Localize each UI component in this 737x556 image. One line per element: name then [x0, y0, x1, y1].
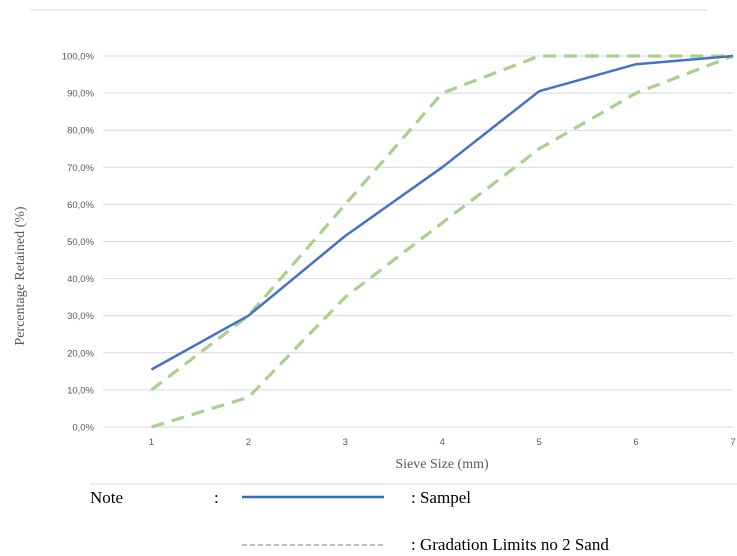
x-tick-label: 1	[149, 437, 154, 448]
x-tick-labels: 1 2 3 4 5 6 7	[149, 437, 736, 448]
x-axis-title: Sieve Size (mm)	[395, 457, 489, 472]
note-label: Note	[90, 488, 124, 507]
x-tick-label: 5	[537, 437, 542, 448]
x-tick-label: 6	[633, 437, 638, 448]
y-tick-label: 30,0%	[67, 311, 94, 322]
series-line-limit-1	[150, 54, 733, 392]
x-tick-label: 2	[246, 437, 251, 448]
legend-line-gradation-limits	[242, 544, 384, 546]
x-tick-label: 7	[730, 437, 735, 448]
gridlines	[103, 55, 733, 428]
y-tick-labels: 0,0% 10,0% 20,0% 30,0% 40,0% 50,0% 60,0% 70,0% 8…	[62, 52, 95, 434]
y-axis-title: Percentage Retained (%)	[13, 206, 28, 345]
note-colon: :	[214, 488, 219, 507]
y-tick-label: 0,0%	[72, 423, 94, 434]
y-tick-label: 60,0%	[67, 200, 94, 211]
y-tick-label: 50,0%	[67, 237, 94, 248]
legend-text-sampel: : Sampel	[411, 488, 471, 507]
y-tick-label: 70,0%	[67, 163, 94, 174]
y-tick-label: 10,0%	[67, 385, 94, 396]
y-tick-label: 100,0%	[62, 52, 95, 63]
series-line-sampel	[150, 54, 734, 371]
series-line-limit-2	[151, 54, 734, 429]
y-tick-label: 40,0%	[67, 274, 94, 285]
y-tick-label: 20,0%	[67, 348, 94, 359]
x-tick-label: 4	[440, 437, 445, 448]
legend-line-sampel	[242, 495, 384, 499]
legend-text-gradation-limits: : Gradation Limits no 2 Sand	[411, 535, 609, 554]
y-tick-label: 90,0%	[67, 89, 94, 100]
x-tick-label: 3	[343, 437, 348, 448]
y-tick-label: 80,0%	[67, 126, 94, 137]
series-lines	[150, 54, 734, 429]
